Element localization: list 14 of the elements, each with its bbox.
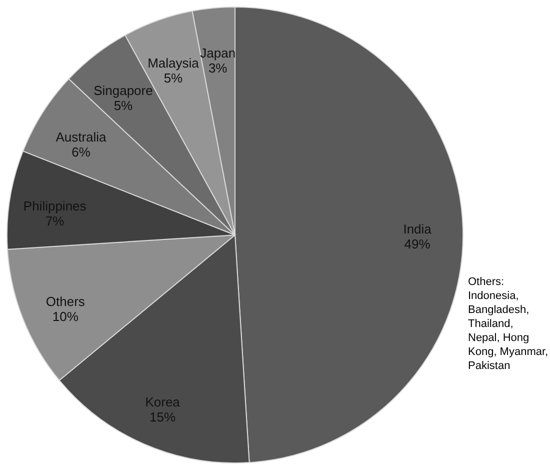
slice-label: Singapore <box>94 82 153 98</box>
slice-label: Korea <box>145 394 181 410</box>
data-label: 10% <box>52 309 79 324</box>
slice-label: India <box>403 221 432 236</box>
slice-label: Malaysia <box>148 55 200 70</box>
text: Others: Indonesia, Bangladesh, Thailand, Nepal, Hong Kong, Myanmar, Pakistan <box>468 276 548 372</box>
slice-label: Others <box>46 294 86 310</box>
data-label: 6% <box>72 144 91 160</box>
data-label: 5% <box>114 98 134 113</box>
data-label: 3% <box>208 60 228 76</box>
slice-label: Australia <box>56 129 108 144</box>
data-label: 15% <box>150 409 176 424</box>
data-label: 49% <box>404 236 431 252</box>
data-label: 5% <box>164 70 184 86</box>
